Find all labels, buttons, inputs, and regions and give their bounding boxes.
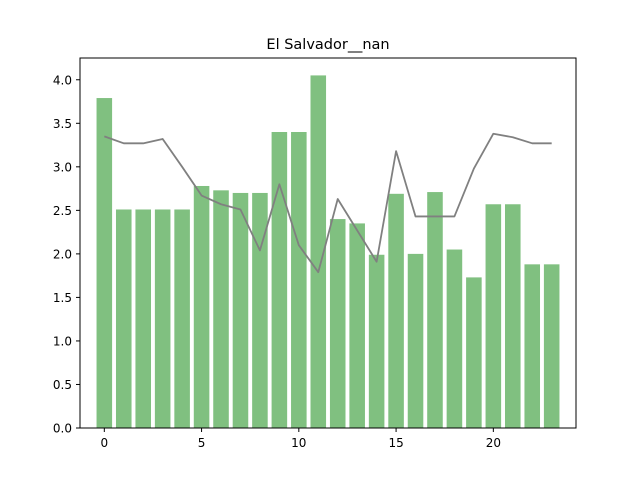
y-tick-label-1: 0.5 bbox=[53, 378, 72, 392]
bar-20 bbox=[485, 204, 502, 428]
bar-15 bbox=[388, 193, 404, 428]
bar-17 bbox=[427, 192, 443, 428]
bar-16 bbox=[407, 253, 424, 428]
bar-23 bbox=[543, 264, 560, 428]
y-tick-label-3: 1.5 bbox=[53, 291, 72, 305]
bar-0 bbox=[96, 98, 113, 428]
y-tick-label-8: 4.0 bbox=[53, 73, 72, 87]
bar-2 bbox=[135, 209, 151, 428]
bar-12 bbox=[329, 219, 346, 428]
bar-6 bbox=[213, 190, 229, 428]
y-tick-label-7: 3.5 bbox=[53, 117, 72, 131]
bar-14 bbox=[368, 254, 385, 428]
y-tick-label-2: 1.0 bbox=[53, 334, 72, 348]
bar-22 bbox=[524, 264, 541, 428]
x-tick-label-15: 15 bbox=[388, 436, 403, 450]
bar-11 bbox=[310, 75, 327, 428]
bar-5 bbox=[193, 185, 210, 428]
bar-8 bbox=[252, 192, 268, 428]
trend-line bbox=[104, 132, 552, 274]
bar-3 bbox=[154, 209, 171, 428]
bar-1 bbox=[115, 209, 132, 428]
plot-frame bbox=[79, 57, 577, 429]
bar-10 bbox=[291, 132, 307, 428]
bar-7 bbox=[232, 192, 249, 428]
bar-4 bbox=[174, 209, 190, 428]
y-tick-label-4: 2.0 bbox=[53, 247, 72, 261]
axes-layer: 0 5 10 15 20 0.0 0.5 1.0 1.5 2.0 2.5 3.0 3.5 4.0 bbox=[53, 57, 577, 450]
bar-19 bbox=[466, 277, 482, 428]
line-layer bbox=[104, 132, 552, 274]
chart-title: El Salvador__nan bbox=[266, 37, 389, 53]
x-tick-label-5: 5 bbox=[198, 436, 206, 450]
bar-9 bbox=[271, 132, 288, 428]
bar-21 bbox=[505, 204, 521, 428]
bars-layer bbox=[96, 75, 560, 428]
bar-13 bbox=[349, 223, 365, 428]
x-tick-label-10: 10 bbox=[291, 436, 306, 450]
y-tick-label-5: 2.5 bbox=[53, 204, 72, 218]
x-tick-label-20: 20 bbox=[486, 436, 501, 450]
y-tick-label-0: 0.0 bbox=[53, 422, 72, 436]
bar-18 bbox=[446, 249, 463, 428]
y-tick-label-6: 3.0 bbox=[53, 160, 72, 174]
x-tick-label-0: 0 bbox=[100, 436, 108, 450]
